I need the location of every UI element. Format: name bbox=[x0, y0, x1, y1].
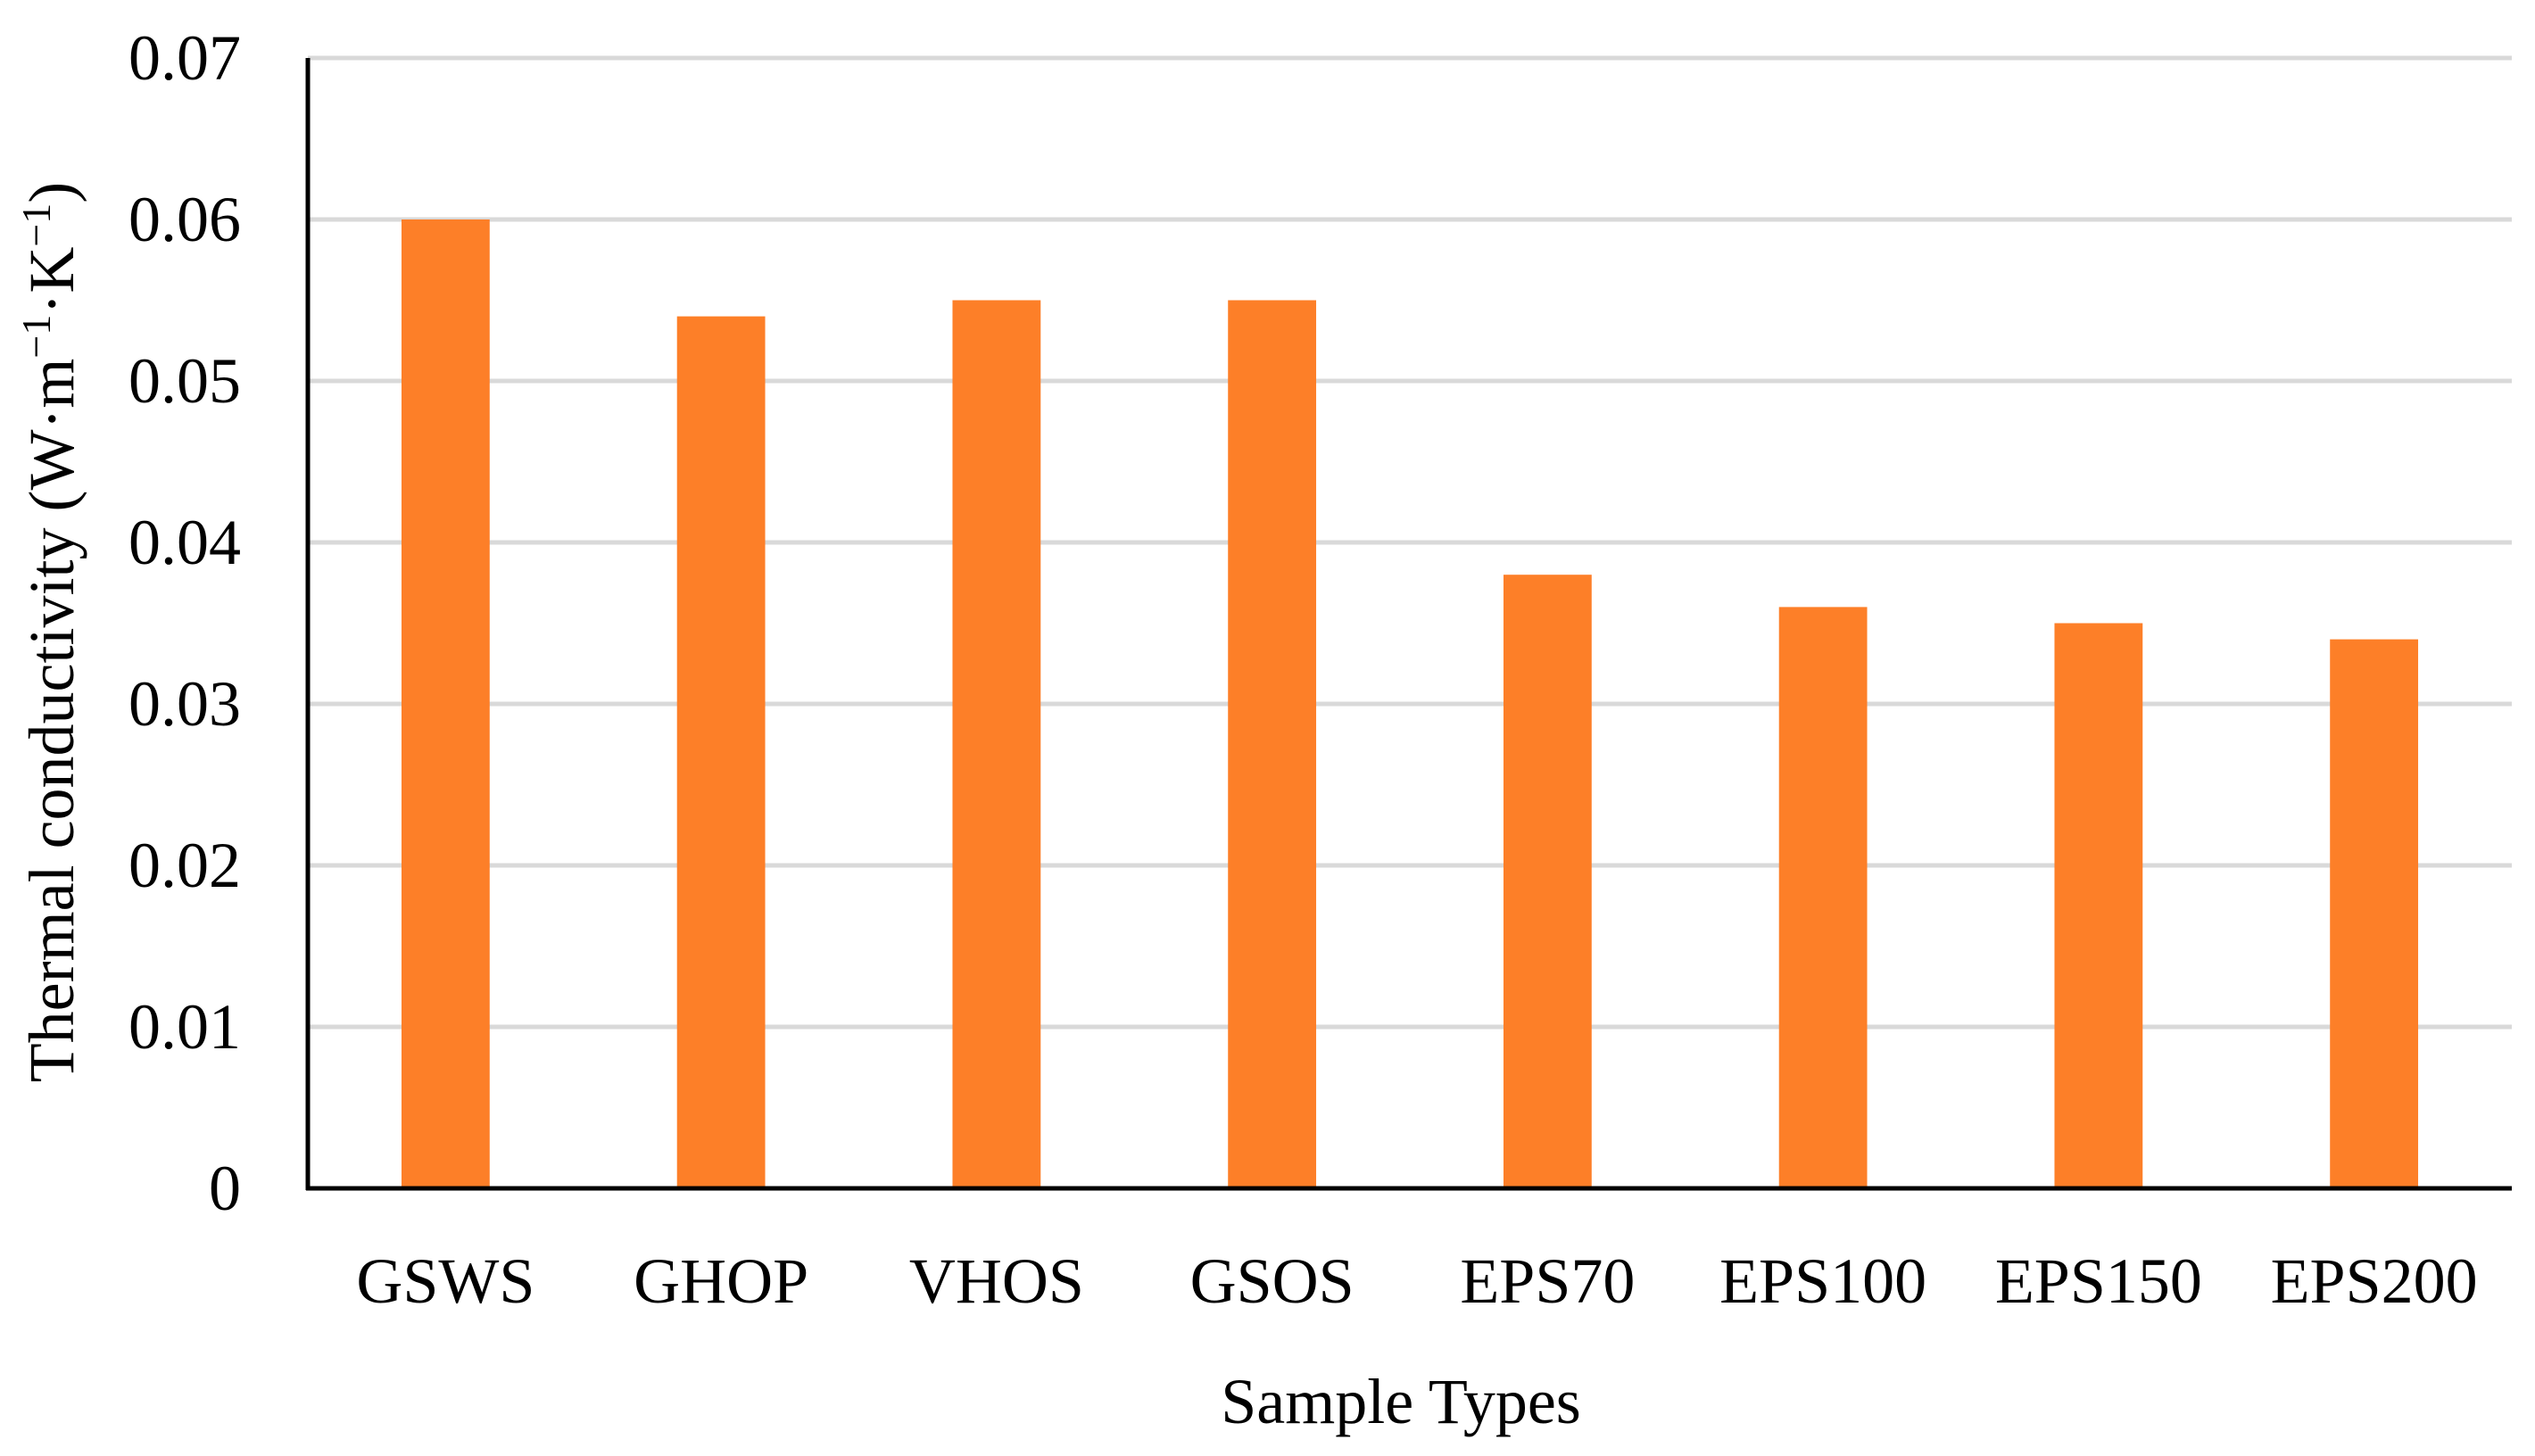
y-axis-title-sup2: −1 bbox=[13, 203, 59, 247]
y-axis-title: Thermal conductivity (W·m−1·K−1) bbox=[13, 182, 87, 1083]
gridlines bbox=[308, 55, 2512, 1030]
y-tick-label: 0.01 bbox=[128, 991, 241, 1063]
x-tick-labels: GSWS GHOP VHOS GSOS EPS70 EPS100 EPS150 EPS200 bbox=[356, 1245, 2477, 1317]
x-tick-label: GSWS bbox=[356, 1245, 534, 1317]
x-tick-label: EPS70 bbox=[1460, 1245, 1635, 1317]
bar-eps200 bbox=[2330, 639, 2419, 1188]
y-tick-label: 0 bbox=[209, 1153, 241, 1224]
y-axis-title-mid: ·K bbox=[16, 247, 87, 315]
x-tick-label: EPS100 bbox=[1719, 1245, 1926, 1317]
x-tick-label: VHOS bbox=[909, 1245, 1084, 1317]
bar-ghop bbox=[676, 316, 766, 1189]
bar-gsws bbox=[401, 219, 490, 1188]
x-tick-label: GHOP bbox=[634, 1245, 808, 1317]
x-axis-title: Sample Types bbox=[1221, 1366, 1581, 1437]
x-tick-label: GSOS bbox=[1190, 1245, 1354, 1317]
y-tick-label: 0.02 bbox=[128, 830, 241, 901]
y-tick-label: 0.04 bbox=[128, 507, 241, 578]
bars bbox=[401, 219, 2419, 1189]
bar-eps70 bbox=[1503, 575, 1592, 1188]
y-tick-label: 0.07 bbox=[128, 22, 241, 94]
y-tick-label: 0.05 bbox=[128, 345, 241, 417]
y-tick-label: 0.03 bbox=[128, 668, 241, 740]
y-axis-title-end: ) bbox=[16, 182, 87, 203]
bar-gsos bbox=[1228, 300, 1317, 1188]
y-axis-title-main: Thermal conductivity (W·m bbox=[16, 359, 87, 1083]
bar-eps100 bbox=[1778, 607, 1868, 1188]
y-tick-labels: 0 0.01 0.02 0.03 0.04 0.05 0.06 0.07 bbox=[128, 22, 241, 1224]
axes bbox=[305, 58, 2512, 1191]
x-tick-label: EPS200 bbox=[2271, 1245, 2478, 1317]
y-tick-label: 0.06 bbox=[128, 184, 241, 255]
bar-vhos bbox=[952, 300, 1041, 1188]
bar-eps150 bbox=[2054, 623, 2143, 1188]
x-tick-label: EPS150 bbox=[1995, 1245, 2202, 1317]
y-axis-title-sup1: −1 bbox=[13, 315, 59, 359]
